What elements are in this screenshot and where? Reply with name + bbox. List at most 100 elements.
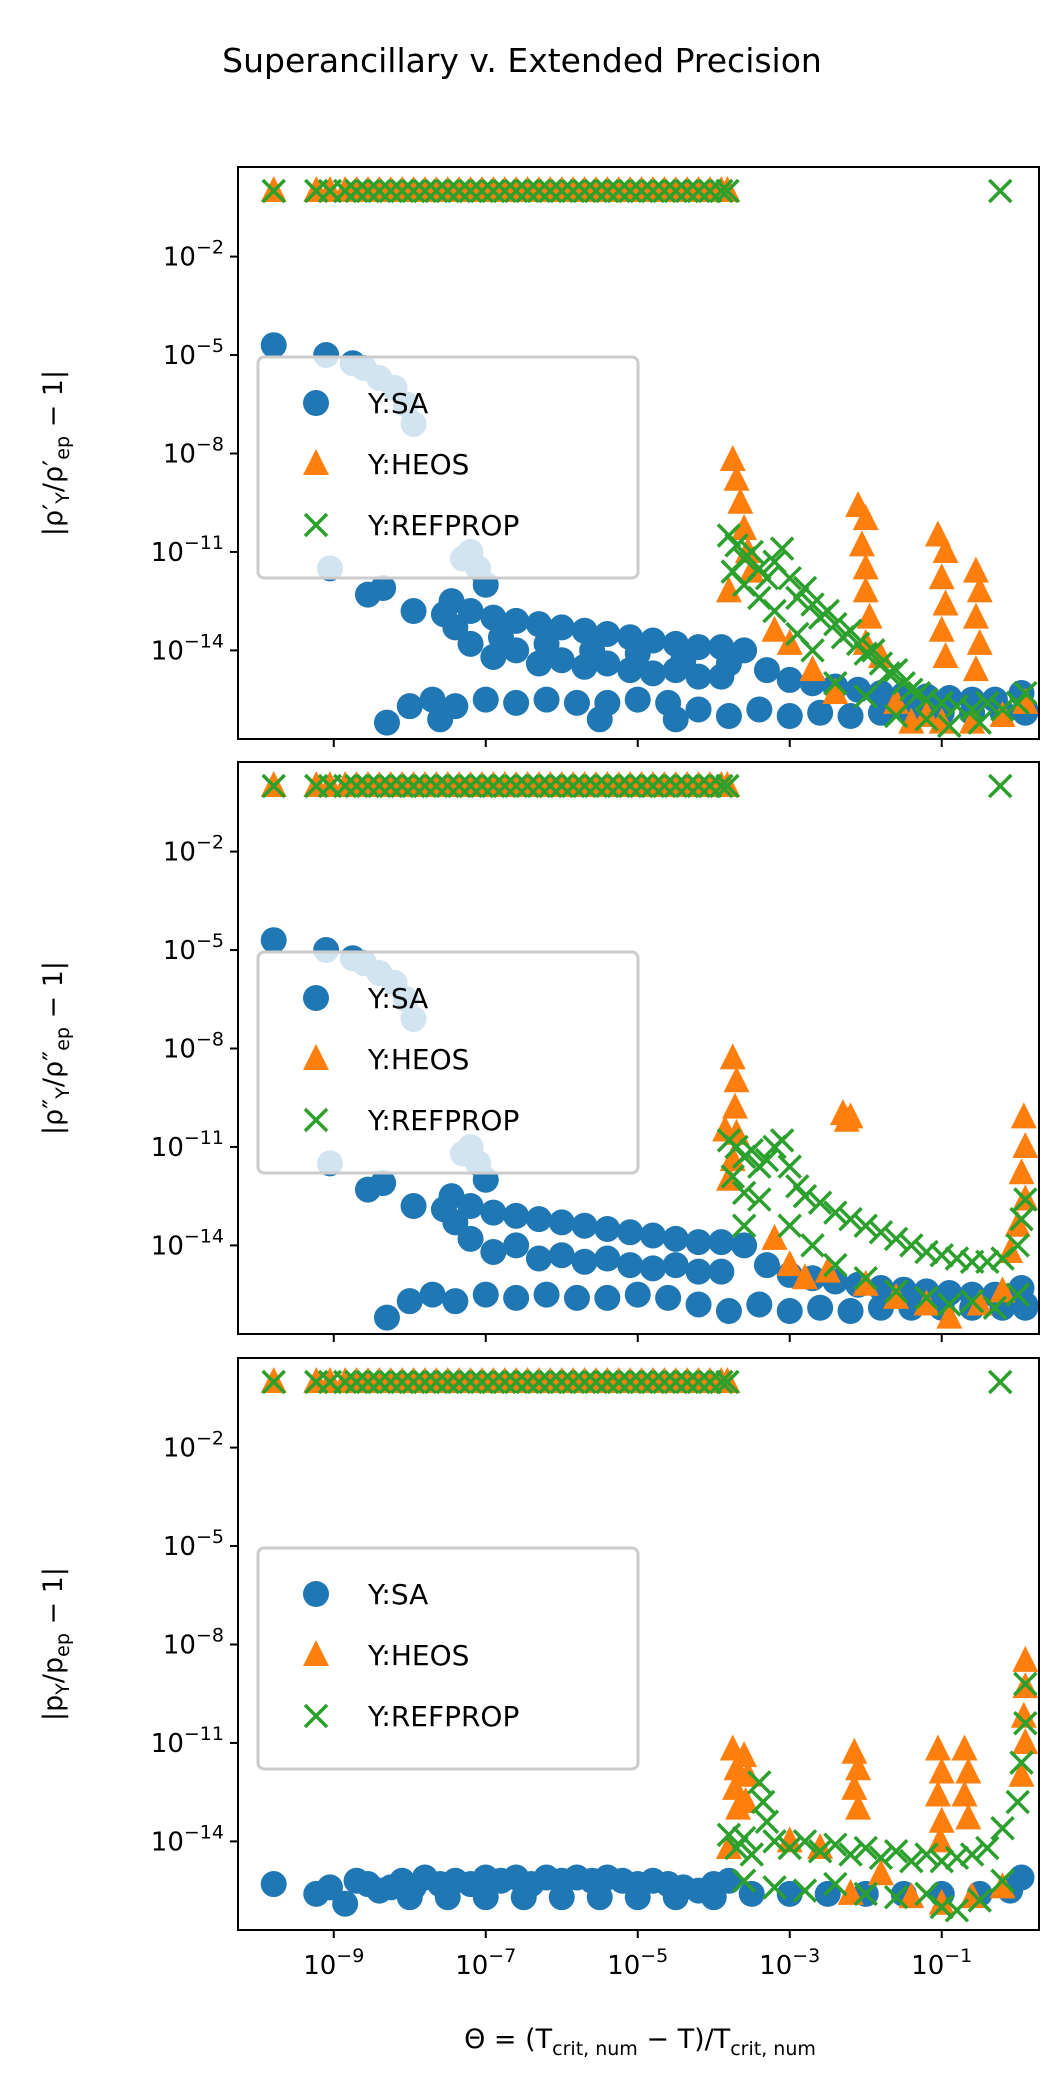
y-tick-label: 10−11	[151, 1127, 224, 1163]
data-point	[845, 1754, 872, 1781]
data-point	[776, 703, 803, 730]
data-point	[595, 1369, 620, 1395]
data-point	[697, 178, 723, 204]
data-point	[837, 1102, 864, 1129]
data-point	[572, 178, 597, 204]
data-point	[738, 556, 765, 583]
data-point	[1012, 1727, 1039, 1754]
data-point	[424, 1369, 449, 1395]
data-point	[719, 1145, 746, 1172]
data-point	[457, 1225, 484, 1252]
data-point	[389, 178, 415, 204]
data-point	[583, 1369, 609, 1395]
data-point	[727, 487, 754, 514]
data-point	[848, 530, 875, 557]
data-point	[731, 513, 758, 540]
data-point	[928, 1806, 955, 1833]
data-point	[595, 178, 620, 204]
data-point	[723, 464, 750, 491]
data-point	[655, 1284, 682, 1311]
data-point	[526, 773, 552, 799]
data-point	[503, 1369, 529, 1395]
legend-marker-triangle-icon	[303, 1044, 329, 1070]
data-point	[1013, 680, 1038, 706]
data-point	[332, 1890, 359, 1917]
data-point	[697, 773, 723, 799]
data-point	[492, 178, 517, 204]
data-point	[332, 178, 358, 204]
data-point	[481, 1369, 506, 1395]
data-point	[928, 615, 955, 642]
data-point	[663, 1369, 688, 1395]
data-point	[412, 773, 438, 799]
legend-label: Y:HEOS	[367, 1639, 469, 1672]
data-point	[458, 1369, 483, 1395]
data-point	[966, 1289, 993, 1316]
data-point	[639, 1222, 666, 1249]
data-point	[724, 533, 749, 558]
x-tick-label: 10−9	[303, 1945, 364, 1981]
data-point	[389, 773, 415, 799]
data-point	[563, 689, 590, 716]
data-point	[674, 1369, 700, 1395]
data-point	[548, 614, 575, 641]
data-point	[571, 1212, 598, 1239]
data-point	[472, 1281, 499, 1308]
data-point	[594, 620, 621, 647]
data-point	[853, 641, 878, 666]
data-point	[747, 1187, 772, 1212]
data-point	[355, 773, 381, 799]
data-point	[1005, 1233, 1030, 1258]
y-tick-label: 10−5	[163, 930, 224, 966]
data-point	[769, 1128, 795, 1153]
legend-marker-circle-icon	[303, 985, 329, 1011]
data-point	[841, 1773, 868, 1800]
y-tick-label: 10−14	[151, 1225, 224, 1261]
data-point	[883, 1279, 909, 1304]
data-point	[560, 178, 586, 204]
data-point	[734, 1760, 761, 1787]
data-point	[928, 1888, 955, 1915]
data-point	[838, 1206, 863, 1232]
data-point	[261, 1369, 286, 1395]
data-point	[446, 1369, 472, 1395]
data-point	[560, 773, 586, 799]
data-point	[624, 640, 651, 667]
data-point	[624, 1281, 651, 1308]
data-point	[1012, 1131, 1039, 1158]
data-point	[785, 621, 810, 647]
data-point	[396, 1884, 423, 1911]
data-point	[378, 773, 403, 799]
data-point	[982, 1295, 1008, 1320]
data-point	[480, 643, 507, 670]
data-point	[989, 701, 1016, 728]
data-point	[762, 1829, 787, 1854]
data-point	[936, 1302, 963, 1329]
data-point	[975, 1835, 1000, 1861]
data-point	[378, 1369, 403, 1395]
data-point	[624, 1884, 651, 1911]
data-point	[975, 1249, 1000, 1275]
data-point	[594, 1245, 621, 1272]
data-point	[401, 773, 426, 799]
data-point	[1009, 1206, 1034, 1232]
x-tick-label: 10−1	[911, 1945, 972, 1981]
data-point	[837, 1298, 864, 1325]
data-point	[617, 773, 643, 799]
data-point	[708, 1229, 735, 1256]
data-point	[791, 1263, 818, 1290]
data-point	[548, 1884, 575, 1911]
data-point	[510, 1884, 537, 1911]
data-point	[503, 773, 529, 799]
data-point	[841, 1737, 868, 1764]
data-point	[617, 1369, 643, 1395]
data-point	[472, 686, 499, 713]
data-point	[1008, 1158, 1035, 1185]
data-point	[1009, 1750, 1034, 1775]
data-point	[617, 178, 643, 204]
data-point	[739, 1137, 764, 1163]
data-point	[883, 703, 909, 729]
data-point	[595, 773, 620, 799]
data-point	[446, 178, 472, 204]
data-point	[914, 687, 939, 712]
